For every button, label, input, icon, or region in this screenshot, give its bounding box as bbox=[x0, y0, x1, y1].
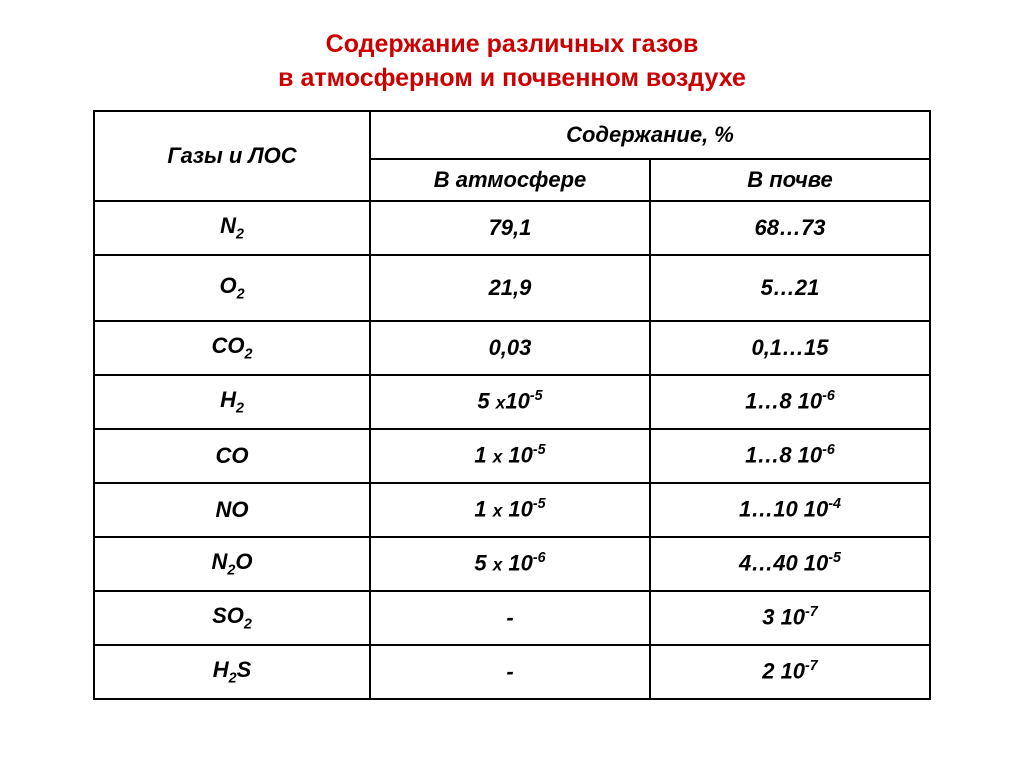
page: Содержание различных газов в атмосферном… bbox=[0, 0, 1024, 767]
cell-soil: 5…21 bbox=[650, 255, 930, 321]
cell-gas: О2 bbox=[94, 255, 370, 321]
gas-post: S bbox=[237, 657, 252, 682]
exponent: -5 bbox=[828, 550, 841, 566]
cell-soil: 68…73 bbox=[650, 201, 930, 255]
cell-gas: CO2 bbox=[94, 321, 370, 375]
table-row: H2 5 x10-5 1…8 10-6 bbox=[94, 375, 930, 429]
title-line-2: в атмосферном и почвенном воздухе bbox=[278, 64, 746, 92]
gas-sub: 2 bbox=[236, 226, 244, 242]
mantissa: 10 bbox=[505, 389, 529, 414]
exponent: -4 bbox=[828, 496, 841, 512]
mantissa: 10 bbox=[502, 551, 533, 576]
header-gas: Газы и ЛОС bbox=[94, 111, 370, 201]
cell-atm: 5 x 10-6 bbox=[370, 537, 650, 591]
gas-sub: 2 bbox=[229, 670, 237, 686]
coef: 1 bbox=[474, 443, 492, 468]
exponent: -5 bbox=[533, 496, 546, 512]
header-content: Содержание, % bbox=[370, 111, 930, 159]
gas-post: O bbox=[235, 549, 252, 574]
cell-atm: 0,03 bbox=[370, 321, 650, 375]
cell-gas: H2 bbox=[94, 375, 370, 429]
gas-content-table: Газы и ЛОС Содержание, % В атмосфере В п… bbox=[93, 110, 931, 700]
times: x bbox=[493, 447, 503, 467]
gas-sub: 2 bbox=[237, 286, 245, 302]
cell-gas: N2 bbox=[94, 201, 370, 255]
coef: 1 bbox=[474, 497, 492, 522]
cell-gas: CO bbox=[94, 429, 370, 483]
coef: 5 bbox=[474, 551, 492, 576]
cell-soil: 1…8 10-6 bbox=[650, 375, 930, 429]
cell-soil: 1…10 10-4 bbox=[650, 483, 930, 537]
cell-gas: NO bbox=[94, 483, 370, 537]
cell-atm: 1 x 10-5 bbox=[370, 429, 650, 483]
gas-pre: N bbox=[212, 549, 228, 574]
header-atmosphere: В атмосфере bbox=[370, 159, 650, 201]
gas-base: SO bbox=[212, 603, 244, 628]
exponent: -6 bbox=[822, 442, 835, 458]
cell-gas: SO2 bbox=[94, 591, 370, 645]
cell-atm: 21,9 bbox=[370, 255, 650, 321]
cell-atm: - bbox=[370, 645, 650, 699]
header-soil: В почве bbox=[650, 159, 930, 201]
coef: 4…40 10 bbox=[739, 551, 828, 576]
cell-soil: 2 10-7 bbox=[650, 645, 930, 699]
table-row: NO 1 x 10-5 1…10 10-4 bbox=[94, 483, 930, 537]
table-row: SO2 - 3 10-7 bbox=[94, 591, 930, 645]
table-row: CO 1 x 10-5 1…8 10-6 bbox=[94, 429, 930, 483]
gas-sub: 2 bbox=[244, 616, 252, 632]
coef: 5 bbox=[477, 389, 495, 414]
cell-soil: 3 10-7 bbox=[650, 591, 930, 645]
cell-soil: 0,1…15 bbox=[650, 321, 930, 375]
times: x bbox=[493, 501, 503, 521]
times: x bbox=[496, 393, 506, 413]
gas-base: О bbox=[219, 273, 236, 298]
exponent: -7 bbox=[805, 604, 818, 620]
exponent: -6 bbox=[533, 550, 546, 566]
coef: 1…8 10 bbox=[745, 389, 822, 414]
exponent: -6 bbox=[822, 388, 835, 404]
exponent: -7 bbox=[805, 658, 818, 674]
coef: 2 10 bbox=[762, 659, 805, 684]
gas-base: CO bbox=[212, 333, 245, 358]
exponent: -5 bbox=[530, 388, 543, 404]
times: x bbox=[493, 555, 503, 575]
gas-base: H bbox=[220, 387, 236, 412]
cell-atm: 5 x10-5 bbox=[370, 375, 650, 429]
cell-atm: - bbox=[370, 591, 650, 645]
table-header-row-1: Газы и ЛОС Содержание, % bbox=[94, 111, 930, 159]
coef: 1…10 10 bbox=[739, 497, 828, 522]
gas-pre: H bbox=[213, 657, 229, 682]
gas-sub: 2 bbox=[236, 400, 244, 416]
mantissa: 10 bbox=[502, 443, 533, 468]
exponent: -5 bbox=[533, 442, 546, 458]
cell-soil: 4…40 10-5 bbox=[650, 537, 930, 591]
title-line-1: Содержание различных газов bbox=[326, 30, 699, 58]
gas-base: N bbox=[220, 213, 236, 238]
table-row: N2O 5 x 10-6 4…40 10-5 bbox=[94, 537, 930, 591]
table-row: О2 21,9 5…21 bbox=[94, 255, 930, 321]
gas-sub: 2 bbox=[245, 346, 253, 362]
coef: 3 10 bbox=[762, 605, 805, 630]
table-row: N2 79,1 68…73 bbox=[94, 201, 930, 255]
cell-gas: H2S bbox=[94, 645, 370, 699]
cell-soil: 1…8 10-6 bbox=[650, 429, 930, 483]
cell-gas: N2O bbox=[94, 537, 370, 591]
cell-atm: 1 x 10-5 bbox=[370, 483, 650, 537]
table-row: CO2 0,03 0,1…15 bbox=[94, 321, 930, 375]
table-title: Содержание различных газов в атмосферном… bbox=[0, 28, 1024, 96]
cell-atm: 79,1 bbox=[370, 201, 650, 255]
table-row: H2S - 2 10-7 bbox=[94, 645, 930, 699]
coef: 1…8 10 bbox=[745, 443, 822, 468]
mantissa: 10 bbox=[502, 497, 533, 522]
